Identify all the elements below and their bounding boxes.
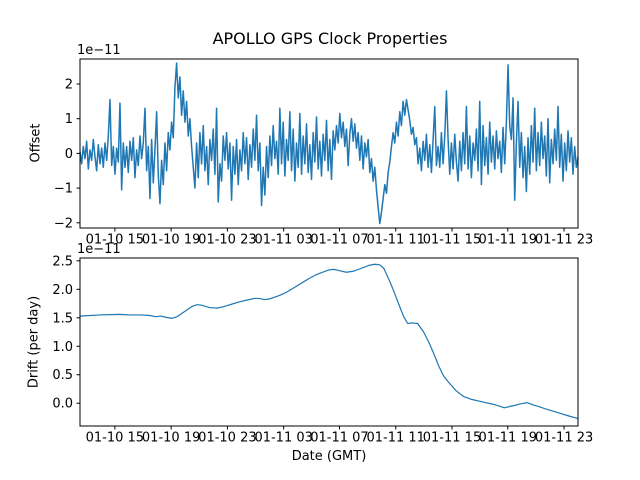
y-tick-label: 0.0 [52, 397, 73, 412]
series-line [79, 62, 579, 225]
x-axis-label: Date (GMT) [291, 449, 367, 464]
x-tick-label: 01-10 23 [198, 233, 256, 248]
offset-axis-scale-label: 1e−11 [77, 43, 121, 58]
y-tick-label: −1 [54, 182, 73, 197]
x-tick-label: 01-11 23 [535, 431, 593, 446]
offset-y-axis-label: Offset [28, 123, 44, 163]
x-tick-label: 01-10 23 [198, 431, 256, 446]
y-tick-label: 2 [65, 77, 73, 92]
x-tick-label: 01-11 23 [535, 233, 593, 248]
x-tick-label: 01-10 19 [142, 233, 200, 248]
y-tick-label: 0 [65, 147, 73, 162]
x-tick-label: 01-11 11 [367, 431, 425, 446]
x-tick-label: 01-11 15 [423, 233, 481, 248]
x-tick-label: 01-11 19 [479, 431, 537, 446]
drift-y-axis-label: Drift (per day) [26, 295, 42, 389]
x-tick-label: 01-10 15 [86, 431, 144, 446]
x-tick-label: 01-10 15 [86, 233, 144, 248]
x-tick-label: 01-11 07 [310, 233, 368, 248]
y-tick-label: 1 [65, 112, 73, 127]
figure-title: APOLLO GPS Clock Properties [212, 29, 448, 48]
y-tick-label: 2.5 [52, 254, 73, 269]
x-tick-label: 01-11 03 [254, 233, 312, 248]
series-line [79, 263, 579, 420]
x-tick-label: 01-11 07 [310, 431, 368, 446]
y-tick-label: 1.5 [52, 311, 73, 326]
y-tick-label: −2 [54, 216, 73, 231]
drift-axis-scale-label: 1e−11 [77, 242, 121, 257]
x-tick-label: 01-11 11 [367, 233, 425, 248]
x-tick-label: 01-10 19 [142, 431, 200, 446]
axes-frame [79, 257, 579, 427]
y-tick-label: 0.5 [52, 368, 73, 383]
y-tick-label: 2.0 [52, 283, 73, 298]
x-tick-label: 01-11 19 [479, 233, 537, 248]
axes-frame [79, 58, 579, 229]
x-tick-label: 01-11 03 [254, 431, 312, 446]
y-tick-label: 1.0 [52, 340, 73, 355]
x-tick-label: 01-11 15 [423, 431, 481, 446]
